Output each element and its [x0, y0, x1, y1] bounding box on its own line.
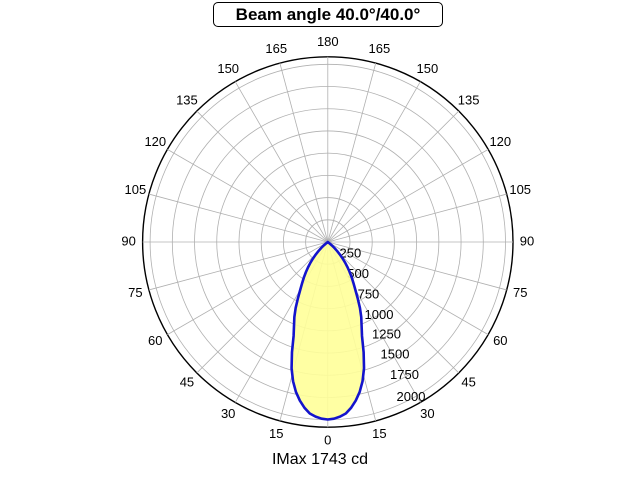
- svg-text:30: 30: [221, 406, 235, 421]
- svg-text:75: 75: [513, 285, 527, 300]
- svg-text:45: 45: [180, 374, 194, 389]
- svg-text:165: 165: [369, 41, 391, 56]
- svg-text:135: 135: [458, 93, 480, 108]
- svg-text:165: 165: [265, 41, 287, 56]
- svg-text:1750: 1750: [390, 367, 419, 382]
- svg-text:135: 135: [176, 93, 198, 108]
- svg-text:15: 15: [269, 426, 283, 441]
- svg-text:75: 75: [128, 285, 142, 300]
- svg-text:15: 15: [372, 426, 386, 441]
- svg-text:90: 90: [520, 233, 534, 248]
- svg-text:1250: 1250: [372, 327, 401, 342]
- svg-text:1000: 1000: [365, 307, 394, 322]
- svg-text:105: 105: [509, 182, 531, 197]
- svg-text:0: 0: [324, 433, 331, 448]
- svg-text:1500: 1500: [381, 347, 410, 362]
- svg-text:150: 150: [217, 61, 239, 76]
- svg-text:60: 60: [148, 333, 162, 348]
- svg-text:90: 90: [121, 233, 135, 248]
- svg-text:105: 105: [125, 182, 147, 197]
- svg-text:750: 750: [358, 287, 380, 302]
- svg-text:150: 150: [417, 61, 439, 76]
- svg-text:180: 180: [317, 34, 339, 49]
- svg-text:45: 45: [461, 374, 475, 389]
- svg-text:120: 120: [144, 134, 166, 149]
- svg-text:60: 60: [493, 333, 507, 348]
- svg-text:120: 120: [489, 134, 511, 149]
- svg-text:30: 30: [420, 406, 434, 421]
- svg-text:2000: 2000: [397, 389, 426, 404]
